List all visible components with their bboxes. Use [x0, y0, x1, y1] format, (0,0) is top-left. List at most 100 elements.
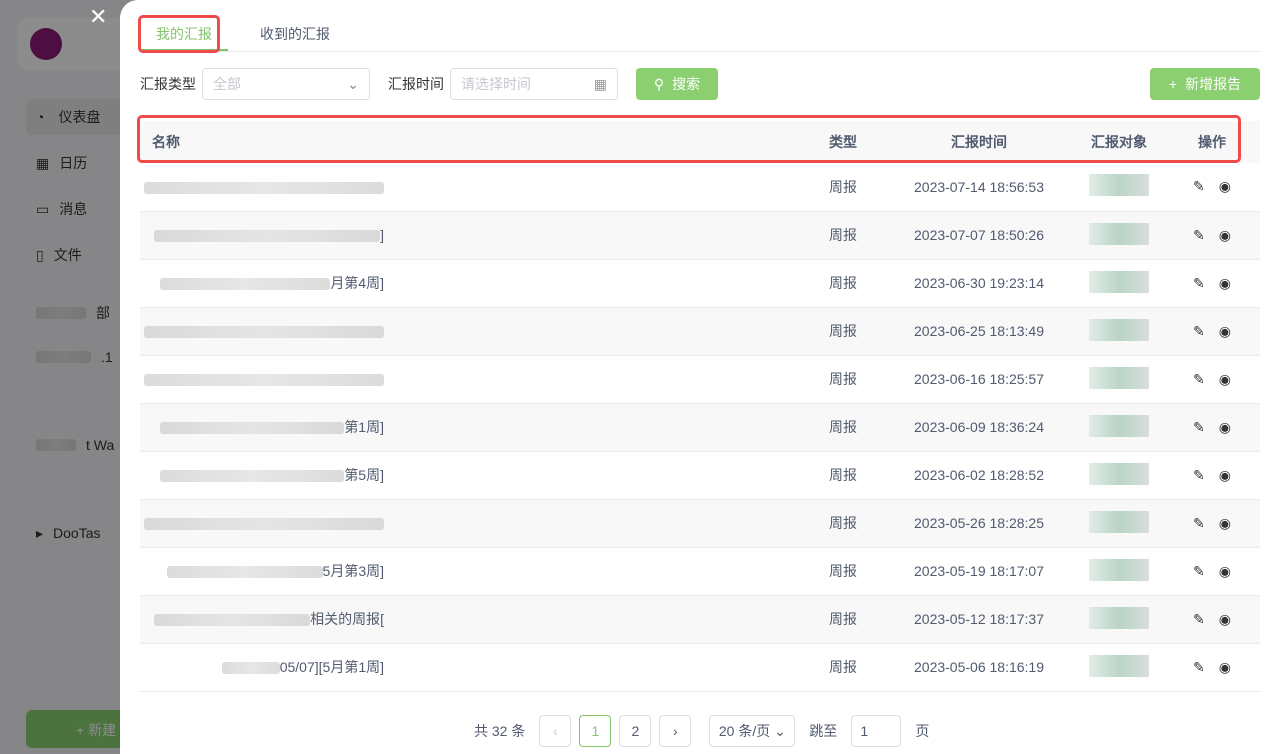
- type-select[interactable]: 全部 ⌄: [202, 68, 370, 100]
- project-item[interactable]: ▸ DooTas: [26, 515, 136, 551]
- view-icon[interactable]: ◉: [1218, 514, 1231, 531]
- page-1[interactable]: 1: [579, 715, 612, 747]
- col-time: 汇报时间: [884, 121, 1074, 163]
- report-type: 周报: [802, 355, 884, 404]
- blurred-text: [144, 374, 384, 387]
- view-icon[interactable]: ◉: [1218, 466, 1231, 483]
- avatar: [30, 28, 62, 60]
- view-icon[interactable]: ◉: [1218, 178, 1231, 195]
- user-card[interactable]: [18, 18, 138, 70]
- report-name[interactable]: 5月第3周]: [140, 547, 802, 596]
- edit-icon[interactable]: ✎: [1193, 610, 1205, 627]
- blurred-text: [160, 422, 345, 435]
- report-name[interactable]: 第5周]: [140, 451, 802, 500]
- report-target: [1074, 547, 1164, 596]
- view-icon[interactable]: ◉: [1218, 274, 1231, 291]
- page-2[interactable]: 2: [619, 715, 652, 747]
- report-time: 2023-06-25 18:13:49: [884, 307, 1074, 356]
- edit-icon[interactable]: ✎: [1193, 658, 1205, 675]
- report-time: 2023-06-16 18:25:57: [884, 355, 1074, 404]
- view-icon[interactable]: ◉: [1218, 562, 1231, 579]
- report-name[interactable]: 相关的周报[: [140, 595, 802, 644]
- table-row[interactable]: 周报 2023-06-16 18:25:57 ✎ ◉: [140, 355, 1260, 404]
- view-icon[interactable]: ◉: [1218, 226, 1231, 243]
- blurred-text: [160, 470, 345, 483]
- search-button[interactable]: ⚲ 搜索: [636, 68, 718, 100]
- table-row[interactable]: 05/07][5月第1周] 周报 2023-05-06 18:16:19 ✎ ◉: [140, 643, 1260, 692]
- view-icon[interactable]: ◉: [1218, 658, 1231, 675]
- report-table: 名称 类型 汇报时间 汇报对象 操作 周报 2023-07-14 18:56:5…: [140, 121, 1260, 692]
- new-button[interactable]: + 新建: [26, 710, 136, 748]
- report-name[interactable]: [140, 307, 802, 356]
- project-item[interactable]: t Wa: [26, 427, 136, 463]
- add-report-button[interactable]: + 新增报告: [1150, 68, 1260, 100]
- edit-icon[interactable]: ✎: [1193, 562, 1205, 579]
- target-avatars: [1089, 270, 1149, 293]
- project-item[interactable]: .1: [26, 339, 136, 375]
- table-row[interactable]: 5月第3周] 周报 2023-05-19 18:17:07 ✎ ◉: [140, 547, 1260, 596]
- table-row[interactable]: 周报 2023-06-25 18:13:49 ✎ ◉: [140, 307, 1260, 356]
- edit-icon[interactable]: ✎: [1193, 466, 1205, 483]
- sidebar-item-files[interactable]: ▯ 文件: [26, 237, 136, 273]
- target-avatars: [1089, 318, 1149, 341]
- report-name[interactable]: 月第4周]: [140, 259, 802, 308]
- table-row[interactable]: 相关的周报[ 周报 2023-05-12 18:17:37 ✎ ◉: [140, 595, 1260, 644]
- report-target: [1074, 499, 1164, 548]
- table-row[interactable]: 第1周] 周报 2023-06-09 18:36:24 ✎ ◉: [140, 403, 1260, 452]
- edit-icon[interactable]: ✎: [1193, 226, 1205, 243]
- table-row[interactable]: ] 周报 2023-07-07 18:50:26 ✎ ◉: [140, 211, 1260, 260]
- edit-icon[interactable]: ✎: [1193, 322, 1205, 339]
- table-row[interactable]: 第5周] 周报 2023-06-02 18:28:52 ✎ ◉: [140, 451, 1260, 500]
- view-icon[interactable]: ◉: [1218, 610, 1231, 627]
- report-name[interactable]: [140, 355, 802, 404]
- name-text: 第1周]: [344, 419, 384, 435]
- report-target: [1074, 595, 1164, 644]
- name-text: 05/07][5月第1周]: [279, 659, 384, 675]
- row-actions: ✎ ◉: [1164, 643, 1260, 692]
- report-target: [1074, 307, 1164, 356]
- sidebar-item-dashboard[interactable]: ◔ 仪表盘: [26, 99, 136, 135]
- report-target: [1074, 403, 1164, 452]
- report-name[interactable]: 05/07][5月第1周]: [140, 643, 802, 692]
- edit-icon[interactable]: ✎: [1193, 418, 1205, 435]
- report-type: 周报: [802, 307, 884, 356]
- edit-icon[interactable]: ✎: [1193, 178, 1205, 195]
- table-row[interactable]: 月第4周] 周报 2023-06-30 19:23:14 ✎ ◉: [140, 259, 1260, 308]
- report-name[interactable]: 第1周]: [140, 403, 802, 452]
- time-picker[interactable]: 请选择时间 ▦: [450, 68, 618, 100]
- view-icon[interactable]: ◉: [1218, 322, 1231, 339]
- blurred: [36, 351, 91, 363]
- report-target: [1074, 163, 1164, 212]
- report-name[interactable]: [140, 163, 802, 212]
- next-page-button[interactable]: ›: [659, 715, 692, 747]
- report-time: 2023-07-14 18:56:53: [884, 163, 1074, 212]
- target-avatars: [1089, 510, 1149, 533]
- total-count: 共 32 条: [474, 723, 526, 739]
- report-time: 2023-06-30 19:23:14: [884, 259, 1074, 308]
- calendar-icon: ▦: [36, 154, 50, 171]
- page-size-select[interactable]: 20 条/页 ⌄: [709, 715, 796, 747]
- sidebar-item-messages[interactable]: ▭ 消息: [26, 191, 136, 227]
- edit-icon[interactable]: ✎: [1193, 370, 1205, 387]
- close-icon[interactable]: ✕: [89, 4, 108, 29]
- edit-icon[interactable]: ✎: [1193, 514, 1205, 531]
- report-type: 周报: [802, 211, 884, 260]
- sidebar-item-calendar[interactable]: ▦ 日历: [26, 145, 136, 181]
- tab-received-reports[interactable]: 收到的汇报: [260, 26, 330, 42]
- edit-icon[interactable]: ✎: [1193, 274, 1205, 291]
- jump-input[interactable]: 1: [851, 715, 902, 747]
- report-name[interactable]: ]: [140, 211, 802, 260]
- tab-my-reports[interactable]: 我的汇报: [140, 16, 228, 51]
- view-icon[interactable]: ◉: [1218, 370, 1231, 387]
- report-time: 2023-06-09 18:36:24: [884, 403, 1074, 452]
- row-actions: ✎ ◉: [1164, 259, 1260, 308]
- prev-page-button[interactable]: ‹: [539, 715, 572, 747]
- project-item[interactable]: 部: [26, 295, 136, 331]
- row-actions: ✎ ◉: [1164, 595, 1260, 644]
- view-icon[interactable]: ◉: [1218, 418, 1231, 435]
- table-row[interactable]: 周报 2023-07-14 18:56:53 ✎ ◉: [140, 163, 1260, 212]
- report-type: 周报: [802, 403, 884, 452]
- file-icon: ▯: [36, 246, 44, 263]
- report-name[interactable]: [140, 499, 802, 548]
- table-row[interactable]: 周报 2023-05-26 18:28:25 ✎ ◉: [140, 499, 1260, 548]
